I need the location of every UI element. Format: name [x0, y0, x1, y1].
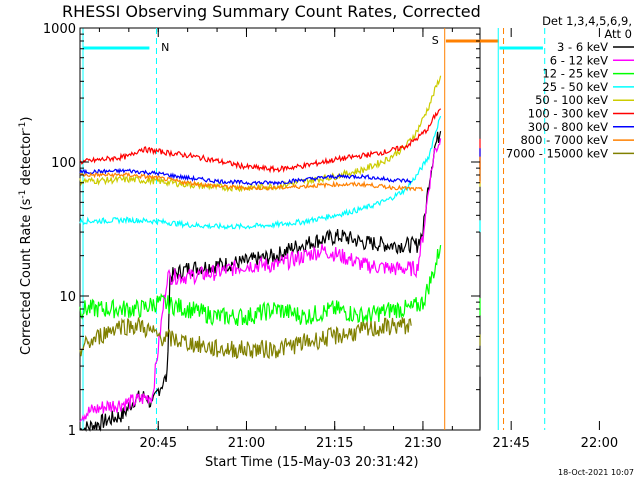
legend-entry: 100 - 300 keV [528, 107, 608, 121]
series-line [79, 172, 424, 192]
y-tick-label: 100 [51, 156, 76, 171]
x-tick-label: 20:45 [140, 436, 177, 451]
legend-entry: 300 - 800 keV [528, 120, 608, 134]
series-line [79, 138, 442, 422]
legend-entry: 7000 - 15000 keV [506, 146, 608, 160]
timestamp: 18-Oct-2021 10:07 [558, 468, 634, 477]
series-line [79, 108, 442, 174]
legend-entry: 25 - 50 keV [542, 80, 608, 94]
legend-entry: 800 - 7000 keV [520, 133, 608, 147]
x-tick-label: 21:45 [492, 436, 529, 451]
legend-header: Att 0 [604, 27, 632, 41]
y-tick-label: 10 [59, 290, 76, 305]
legend-entry: 6 - 12 keV [550, 53, 608, 67]
x-tick-label: 21:30 [404, 436, 441, 451]
y-axis-label: Corrected Count Rate (s-1 detector-1) [18, 117, 34, 355]
series-line [79, 115, 442, 231]
y-axis: 1 10 100 1000 [43, 22, 480, 439]
x-tick-label: 22:00 [581, 436, 618, 451]
night-label: N [161, 41, 169, 54]
x-axis: 20:45 21:00 21:15 21:30 21:45 22:00 [98, 28, 618, 451]
saa-label: S [432, 34, 439, 47]
observing-intervals: NS [82, 28, 546, 430]
legend-header: Det 1,3,4,5,6,9, [542, 14, 632, 28]
series-line [79, 245, 442, 327]
series-layer [79, 75, 481, 432]
x-tick-label: 21:15 [316, 436, 353, 451]
x-tick-label: 21:00 [228, 436, 265, 451]
legend-entry: 3 - 6 keV [557, 40, 608, 54]
y-tick-label: 1000 [43, 22, 76, 37]
x-axis-label: Start Time (15-May-03 20:31:42) [205, 455, 419, 470]
series-line [79, 317, 412, 360]
legend-entry: 50 - 100 keV [535, 93, 608, 107]
legend-entry: 12 - 25 keV [542, 67, 608, 81]
chart-title: RHESSI Observing Summary Count Rates, Co… [62, 2, 481, 21]
y-tick-label: 1 [68, 424, 76, 439]
series-line [79, 167, 412, 187]
